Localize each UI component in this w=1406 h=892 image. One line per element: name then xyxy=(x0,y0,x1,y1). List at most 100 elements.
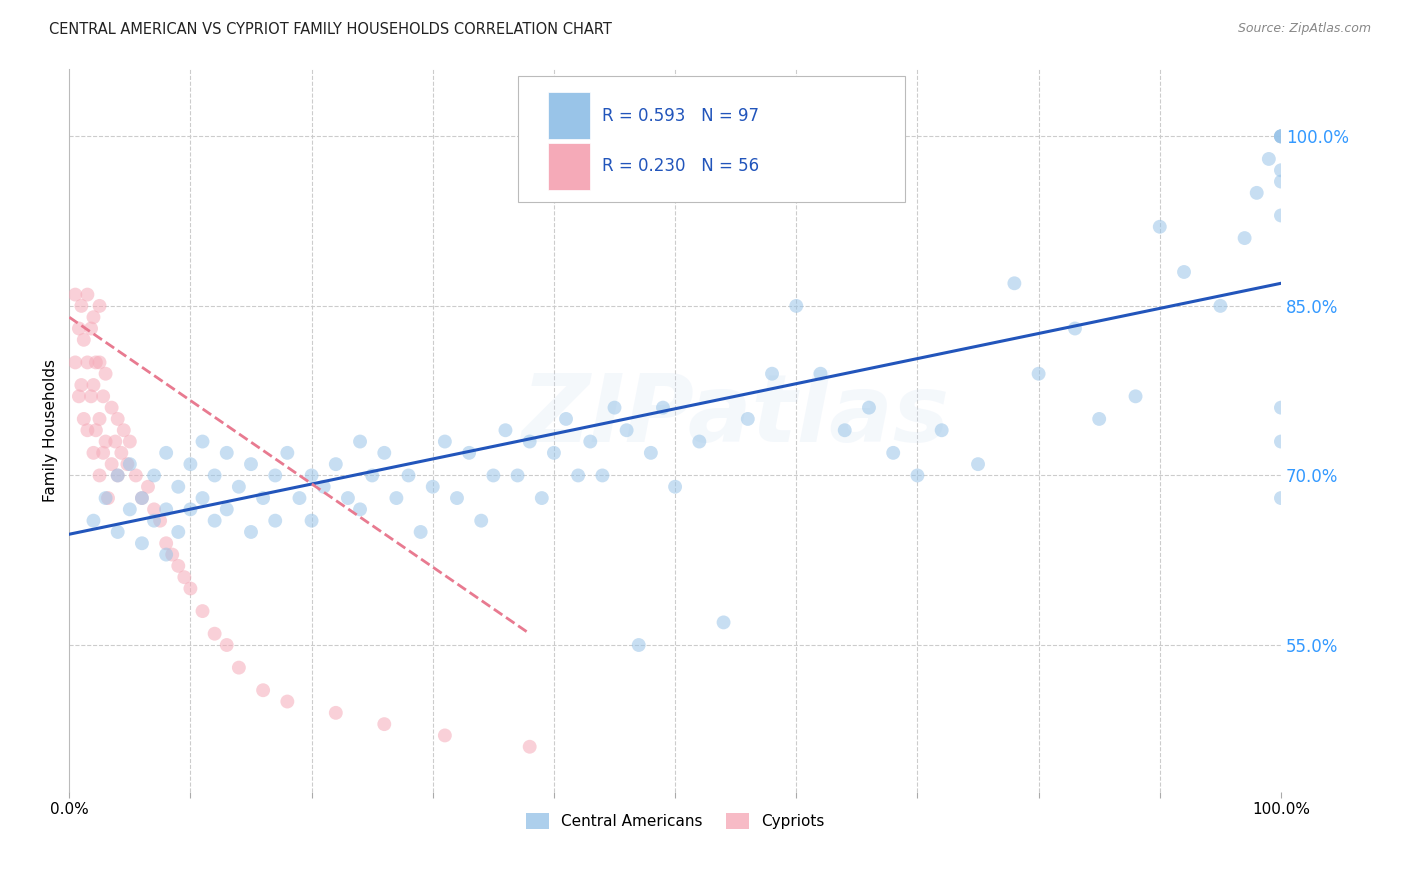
Point xyxy=(543,446,565,460)
Point xyxy=(204,626,226,640)
Point xyxy=(761,367,783,381)
Point xyxy=(312,480,335,494)
Point xyxy=(191,434,214,449)
Text: R = 0.230   N = 56: R = 0.230 N = 56 xyxy=(602,157,759,175)
Point xyxy=(131,536,153,550)
Point xyxy=(107,468,129,483)
Point xyxy=(67,389,90,403)
Point xyxy=(603,401,626,415)
Point xyxy=(82,378,104,392)
Point xyxy=(155,548,177,562)
Point xyxy=(131,491,153,505)
Legend: Central Americans, Cypriots: Central Americans, Cypriots xyxy=(520,806,830,835)
FancyBboxPatch shape xyxy=(517,76,905,202)
Point xyxy=(325,457,347,471)
Point xyxy=(519,434,541,449)
Point xyxy=(179,582,201,596)
Point xyxy=(530,491,553,505)
Point xyxy=(1270,129,1292,144)
Point xyxy=(100,457,122,471)
Point xyxy=(834,423,856,437)
Point xyxy=(810,367,832,381)
Point xyxy=(65,355,87,369)
Point xyxy=(65,287,87,301)
Text: Source: ZipAtlas.com: Source: ZipAtlas.com xyxy=(1237,22,1371,36)
Point xyxy=(470,514,492,528)
Point xyxy=(967,457,990,471)
Point xyxy=(385,491,408,505)
Point xyxy=(228,480,250,494)
FancyBboxPatch shape xyxy=(548,143,591,190)
Point xyxy=(907,468,929,483)
Point xyxy=(84,423,107,437)
Text: R = 0.593   N = 97: R = 0.593 N = 97 xyxy=(602,106,759,125)
Point xyxy=(688,434,710,449)
FancyBboxPatch shape xyxy=(548,92,591,139)
Point xyxy=(652,401,675,415)
Point xyxy=(1270,209,1292,223)
Point xyxy=(264,514,287,528)
Point xyxy=(409,524,432,539)
Point xyxy=(73,412,96,426)
Point xyxy=(579,434,602,449)
Point xyxy=(1257,152,1279,166)
Point xyxy=(858,401,880,415)
Point xyxy=(301,468,323,483)
Point xyxy=(143,514,166,528)
Point xyxy=(1270,129,1292,144)
Point xyxy=(1270,163,1292,178)
Point xyxy=(336,491,359,505)
Point xyxy=(118,434,141,449)
Point xyxy=(70,299,93,313)
Point xyxy=(713,615,735,630)
Point xyxy=(84,355,107,369)
Point xyxy=(107,524,129,539)
Point xyxy=(149,514,172,528)
Point xyxy=(107,412,129,426)
Point xyxy=(117,457,139,471)
Point xyxy=(931,423,953,437)
Point xyxy=(89,355,111,369)
Point xyxy=(519,739,541,754)
Point xyxy=(91,446,114,460)
Point xyxy=(555,412,578,426)
Point xyxy=(167,524,190,539)
Point xyxy=(567,468,589,483)
Point xyxy=(422,480,444,494)
Point xyxy=(785,299,807,313)
Point xyxy=(1088,412,1111,426)
Point xyxy=(80,321,103,335)
Point xyxy=(1125,389,1147,403)
Point xyxy=(167,558,190,573)
Point xyxy=(627,638,650,652)
Point xyxy=(240,457,263,471)
Point xyxy=(276,446,298,460)
Point xyxy=(1209,299,1232,313)
Point xyxy=(1028,367,1050,381)
Point xyxy=(276,694,298,708)
Point xyxy=(433,728,456,742)
Point xyxy=(112,423,135,437)
Point xyxy=(89,468,111,483)
Point xyxy=(1246,186,1268,200)
Point xyxy=(91,389,114,403)
Y-axis label: Family Households: Family Households xyxy=(44,359,58,501)
Point xyxy=(76,355,98,369)
Point xyxy=(325,706,347,720)
Point xyxy=(179,502,201,516)
Point xyxy=(494,423,516,437)
Point xyxy=(82,514,104,528)
Point xyxy=(215,446,238,460)
Point xyxy=(179,457,201,471)
Point xyxy=(160,548,183,562)
Point xyxy=(616,423,638,437)
Point xyxy=(143,502,166,516)
Point xyxy=(398,468,420,483)
Point xyxy=(301,514,323,528)
Point xyxy=(67,321,90,335)
Point xyxy=(1002,277,1025,291)
Point xyxy=(640,446,662,460)
Point xyxy=(1064,321,1087,335)
Point xyxy=(155,446,177,460)
Point xyxy=(204,468,226,483)
